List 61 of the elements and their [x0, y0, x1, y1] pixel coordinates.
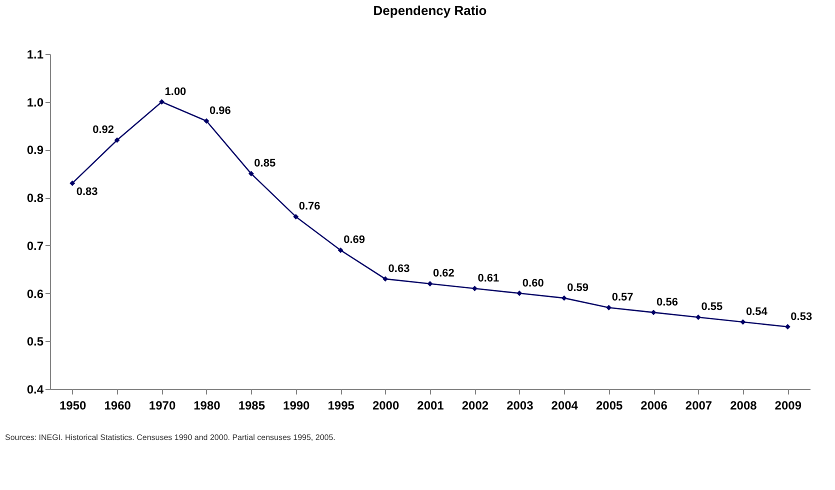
y-tick-label: 0.8	[26, 191, 44, 206]
data-label: 0.96	[209, 105, 231, 117]
x-tick-label: 2001	[417, 398, 444, 412]
point	[606, 304, 612, 310]
data-label: 0.61	[478, 272, 500, 284]
y-tick-label: 0.6	[26, 286, 44, 301]
x-tick-label: 2002	[462, 398, 489, 412]
data-label: 0.60	[522, 277, 544, 290]
point	[650, 310, 656, 316]
x-tick-label: 2003	[506, 398, 534, 412]
data-label: 0.63	[388, 262, 410, 275]
data-label: 0.85	[254, 158, 276, 170]
x-tick-label: 2008	[730, 398, 758, 412]
point	[338, 247, 344, 253]
data-label: 0.59	[567, 282, 589, 294]
data-label: 0.62	[433, 268, 454, 280]
y-tick-label: 0.5	[26, 334, 44, 349]
x-tick-label: 2006	[640, 398, 668, 412]
x-tick-label: 1950	[60, 398, 87, 412]
point	[784, 324, 790, 330]
data-label: 0.92	[92, 124, 114, 136]
point	[427, 280, 433, 286]
data-label: 0.55	[701, 301, 723, 314]
x-tick-label: 2004	[551, 398, 578, 412]
x-tick-label: 1995	[328, 398, 355, 412]
point	[516, 290, 522, 296]
point	[561, 295, 567, 301]
point	[740, 319, 746, 325]
x-tick-label: 1990	[283, 398, 310, 412]
y-tick-label: 0.9	[26, 143, 44, 158]
data-label: 0.56	[656, 296, 678, 308]
x-tick-label: 2000	[372, 398, 400, 412]
point	[204, 118, 210, 124]
source-note: Sources: INEGI. Historical Statistics. Censuses 1990 and 2000. Partial censuses 1995, 2005.	[5, 433, 336, 442]
chart-title: Dependency Ratio	[373, 3, 487, 18]
y-tick-label: 1.0	[26, 95, 44, 110]
point	[472, 286, 478, 292]
y-tick-label: 0.7	[26, 238, 44, 253]
x-tick-label: 1980	[194, 398, 221, 412]
data-label: 0.57	[612, 292, 634, 304]
data-label: 0.76	[298, 200, 320, 213]
x-tick-label: 2009	[774, 398, 802, 412]
x-tick-label: 1985	[238, 398, 266, 412]
x-tick-label: 2007	[685, 398, 712, 412]
x-tick-label: 2005	[596, 398, 623, 412]
data-label: 1.00	[164, 86, 186, 98]
point	[248, 170, 254, 176]
point	[382, 276, 388, 282]
point	[293, 214, 299, 220]
data-label: 0.69	[344, 234, 366, 246]
x-tick-label: 1960	[104, 398, 132, 412]
point	[70, 180, 76, 186]
point	[695, 314, 701, 320]
data-label: 0.54	[746, 306, 768, 318]
point	[114, 137, 120, 143]
y-tick-label: 0.4	[26, 382, 44, 396]
data-label: 0.83	[76, 186, 98, 198]
point	[159, 99, 165, 105]
y-tick-label: 1.1	[26, 48, 44, 62]
x-tick-label: 1970	[148, 398, 176, 412]
data-label: 0.53	[790, 310, 812, 323]
